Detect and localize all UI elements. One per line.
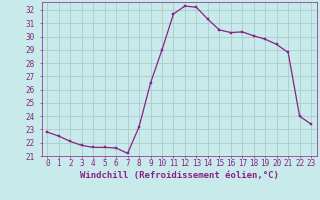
X-axis label: Windchill (Refroidissement éolien,°C): Windchill (Refroidissement éolien,°C)	[80, 171, 279, 180]
